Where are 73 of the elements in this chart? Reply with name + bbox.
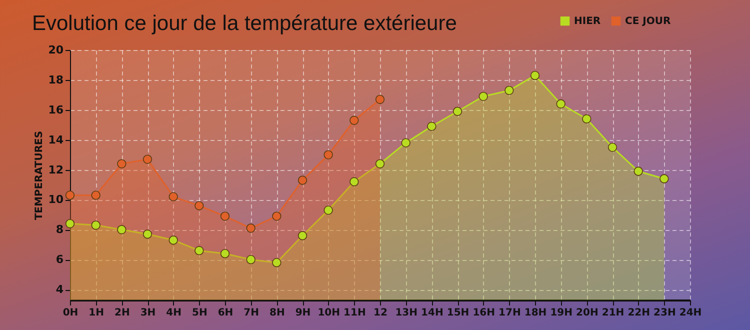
y-tick-label: 14 xyxy=(48,133,64,146)
point xyxy=(117,225,126,234)
point xyxy=(168,236,178,245)
x-tick-label: 24H xyxy=(679,308,702,318)
point xyxy=(634,166,643,176)
point xyxy=(220,212,230,221)
point xyxy=(91,190,100,200)
x-tick-label: 20H xyxy=(576,308,598,318)
x-tick-label: 16H xyxy=(472,308,495,318)
x-tick-label: 7H xyxy=(244,308,259,318)
y-tick-label: 4 xyxy=(56,283,64,296)
point xyxy=(220,249,230,258)
point xyxy=(324,206,333,215)
x-tick-label: 12 xyxy=(374,308,388,318)
point xyxy=(272,212,282,221)
point xyxy=(324,150,333,160)
x-tick-label: 14H xyxy=(421,308,444,318)
y-tick-label: 16 xyxy=(48,103,64,116)
point xyxy=(452,106,462,116)
point xyxy=(298,231,308,240)
legend-label: HIER xyxy=(574,16,601,28)
x-tick-label: 6H xyxy=(218,308,234,318)
point xyxy=(608,142,618,152)
y-axis-title: TEMPERATURES xyxy=(34,130,46,220)
point xyxy=(246,224,256,233)
x-tick-label: 17H xyxy=(498,308,521,318)
y-tick-label: 20 xyxy=(48,44,64,56)
y-tick-label: 8 xyxy=(56,223,64,236)
point xyxy=(194,201,204,210)
x-tick-label: 13H xyxy=(395,308,418,318)
point xyxy=(142,154,152,164)
point xyxy=(427,122,436,131)
point xyxy=(504,86,514,95)
point xyxy=(375,159,385,168)
point xyxy=(350,177,359,186)
point xyxy=(298,176,308,185)
y-tick-label: 12 xyxy=(48,163,64,176)
point xyxy=(168,192,178,202)
x-tick-label: 10H xyxy=(318,308,340,318)
point xyxy=(350,116,359,125)
x-tick-label: 9H xyxy=(295,308,311,318)
point xyxy=(530,70,540,80)
point xyxy=(478,92,488,101)
x-tick-label: 5H xyxy=(192,308,208,318)
point xyxy=(91,220,100,230)
x-tick-label: 15H xyxy=(446,308,470,318)
x-tick-label: 4H xyxy=(166,308,182,318)
point xyxy=(142,230,152,239)
point xyxy=(401,138,410,148)
x-tick-label: 2H xyxy=(114,308,130,318)
x-tick-label: 3H xyxy=(140,308,156,318)
x-tick-label: 23H xyxy=(654,308,676,318)
x-tick-label: 22H xyxy=(628,308,650,318)
x-tick-label: 1H xyxy=(88,308,104,318)
y-tick-label: 6 xyxy=(56,253,64,266)
x-tick-label: 11H xyxy=(344,308,366,318)
point xyxy=(556,99,566,108)
y-tick-label: 18 xyxy=(48,73,64,86)
y-tick-label: 10 xyxy=(48,193,64,206)
point xyxy=(246,255,256,264)
point xyxy=(582,114,592,124)
x-tick-label: 21H xyxy=(602,308,624,318)
point xyxy=(375,94,385,104)
x-tick-label: 18H xyxy=(524,308,547,318)
point xyxy=(272,258,282,268)
legend-label: CE JOUR xyxy=(625,16,671,28)
x-tick-label: 19H xyxy=(550,308,572,318)
x-tick-label: 8H xyxy=(270,308,285,318)
point xyxy=(660,174,669,184)
point xyxy=(117,159,126,168)
x-tick-label: 0H xyxy=(62,308,78,318)
chart-title: Evolution ce jour de la température extérieure xyxy=(32,12,457,35)
point xyxy=(194,246,204,256)
